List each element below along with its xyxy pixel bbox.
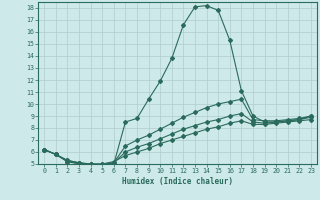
- X-axis label: Humidex (Indice chaleur): Humidex (Indice chaleur): [122, 177, 233, 186]
